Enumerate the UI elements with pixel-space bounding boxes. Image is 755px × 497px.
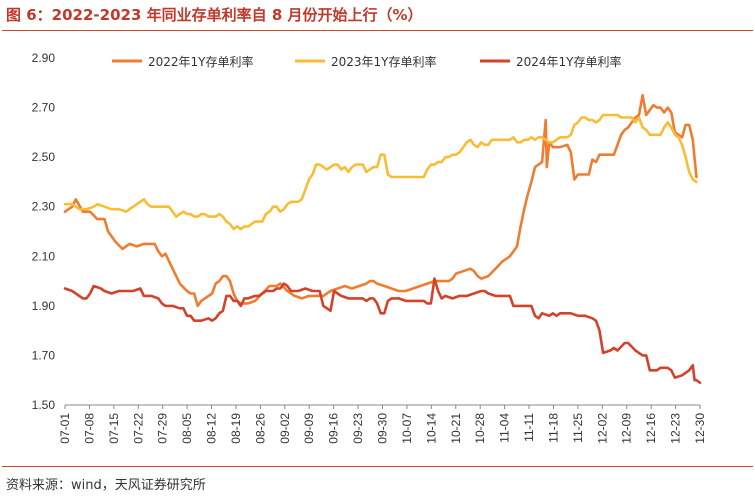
x-tick-label: 08-19 (229, 413, 243, 444)
x-tick-label: 09-02 (278, 413, 292, 444)
x-tick-label: 07-01 (58, 413, 72, 444)
x-tick-label: 11-11 (522, 413, 536, 442)
x-tick-label: 07-22 (131, 413, 145, 444)
y-tick-label: 1.50 (32, 398, 56, 412)
chart-title: 图 6：2022-2023 年同业存单利率自 8 月份开始上行（%） (6, 6, 423, 24)
x-tick-label: 07-15 (107, 413, 121, 444)
x-axis-ticks: 07-01 07-08 07-15 07-22 07-29 08-05 08-12 08-19… (58, 405, 707, 444)
x-tick-label: 10-07 (400, 413, 414, 444)
y-tick-label: 2.70 (32, 101, 56, 115)
x-tick-label: 08-05 (180, 413, 194, 444)
legend: 2022年1Y存单利率 2023年1Y存单利率 2024年1Y存单利率 (112, 54, 622, 69)
series-line-3 (63, 277, 702, 384)
x-tick-label: 12-30 (693, 413, 707, 444)
x-tick-label: 09-09 (302, 413, 316, 444)
x-tick-label: 08-12 (205, 413, 219, 444)
y-tick-label: 2.50 (32, 150, 56, 164)
x-tick-label: 11-25 (571, 413, 585, 443)
x-tick-label: 09-16 (327, 413, 341, 444)
x-tick-label: 12-09 (620, 413, 634, 444)
top-divider (2, 30, 753, 31)
x-tick-label: 11-18 (546, 413, 560, 443)
y-tick-label: 2.90 (32, 51, 56, 65)
bottom-divider (2, 466, 753, 467)
series-lines (63, 93, 702, 384)
series-line-1 (63, 93, 698, 308)
x-tick-label: 09-30 (376, 413, 390, 444)
source-note: 资料来源：wind，天风证券研究所 (6, 478, 206, 493)
x-tick-label: 08-26 (253, 413, 267, 444)
y-tick-label: 1.90 (32, 299, 56, 313)
x-tick-label: 12-02 (595, 413, 609, 444)
y-tick-label: 2.30 (32, 200, 56, 214)
x-tick-label: 07-29 (156, 413, 170, 444)
x-tick-label: 12-16 (644, 413, 658, 444)
x-tick-label: 10-14 (424, 413, 438, 444)
legend-label-3: 2024年1Y存单利率 (516, 54, 622, 69)
x-tick-label: 10-28 (473, 413, 487, 444)
x-tick-label: 09-23 (351, 413, 365, 444)
y-tick-label: 2.10 (32, 249, 56, 263)
legend-label-2: 2023年1Y存单利率 (331, 54, 437, 69)
legend-label-1: 2022年1Y存单利率 (148, 54, 254, 69)
y-axis-ticks: 2.90 2.70 2.50 2.30 2.10 1.90 1.70 1.50 (32, 51, 56, 412)
x-tick-label: 11-04 (498, 413, 512, 443)
x-tick-label: 12-23 (669, 413, 683, 444)
series-line-2 (63, 113, 698, 231)
y-tick-label: 1.70 (32, 348, 56, 362)
x-tick-label: 10-21 (449, 413, 463, 444)
x-tick-label: 07-08 (82, 413, 96, 444)
